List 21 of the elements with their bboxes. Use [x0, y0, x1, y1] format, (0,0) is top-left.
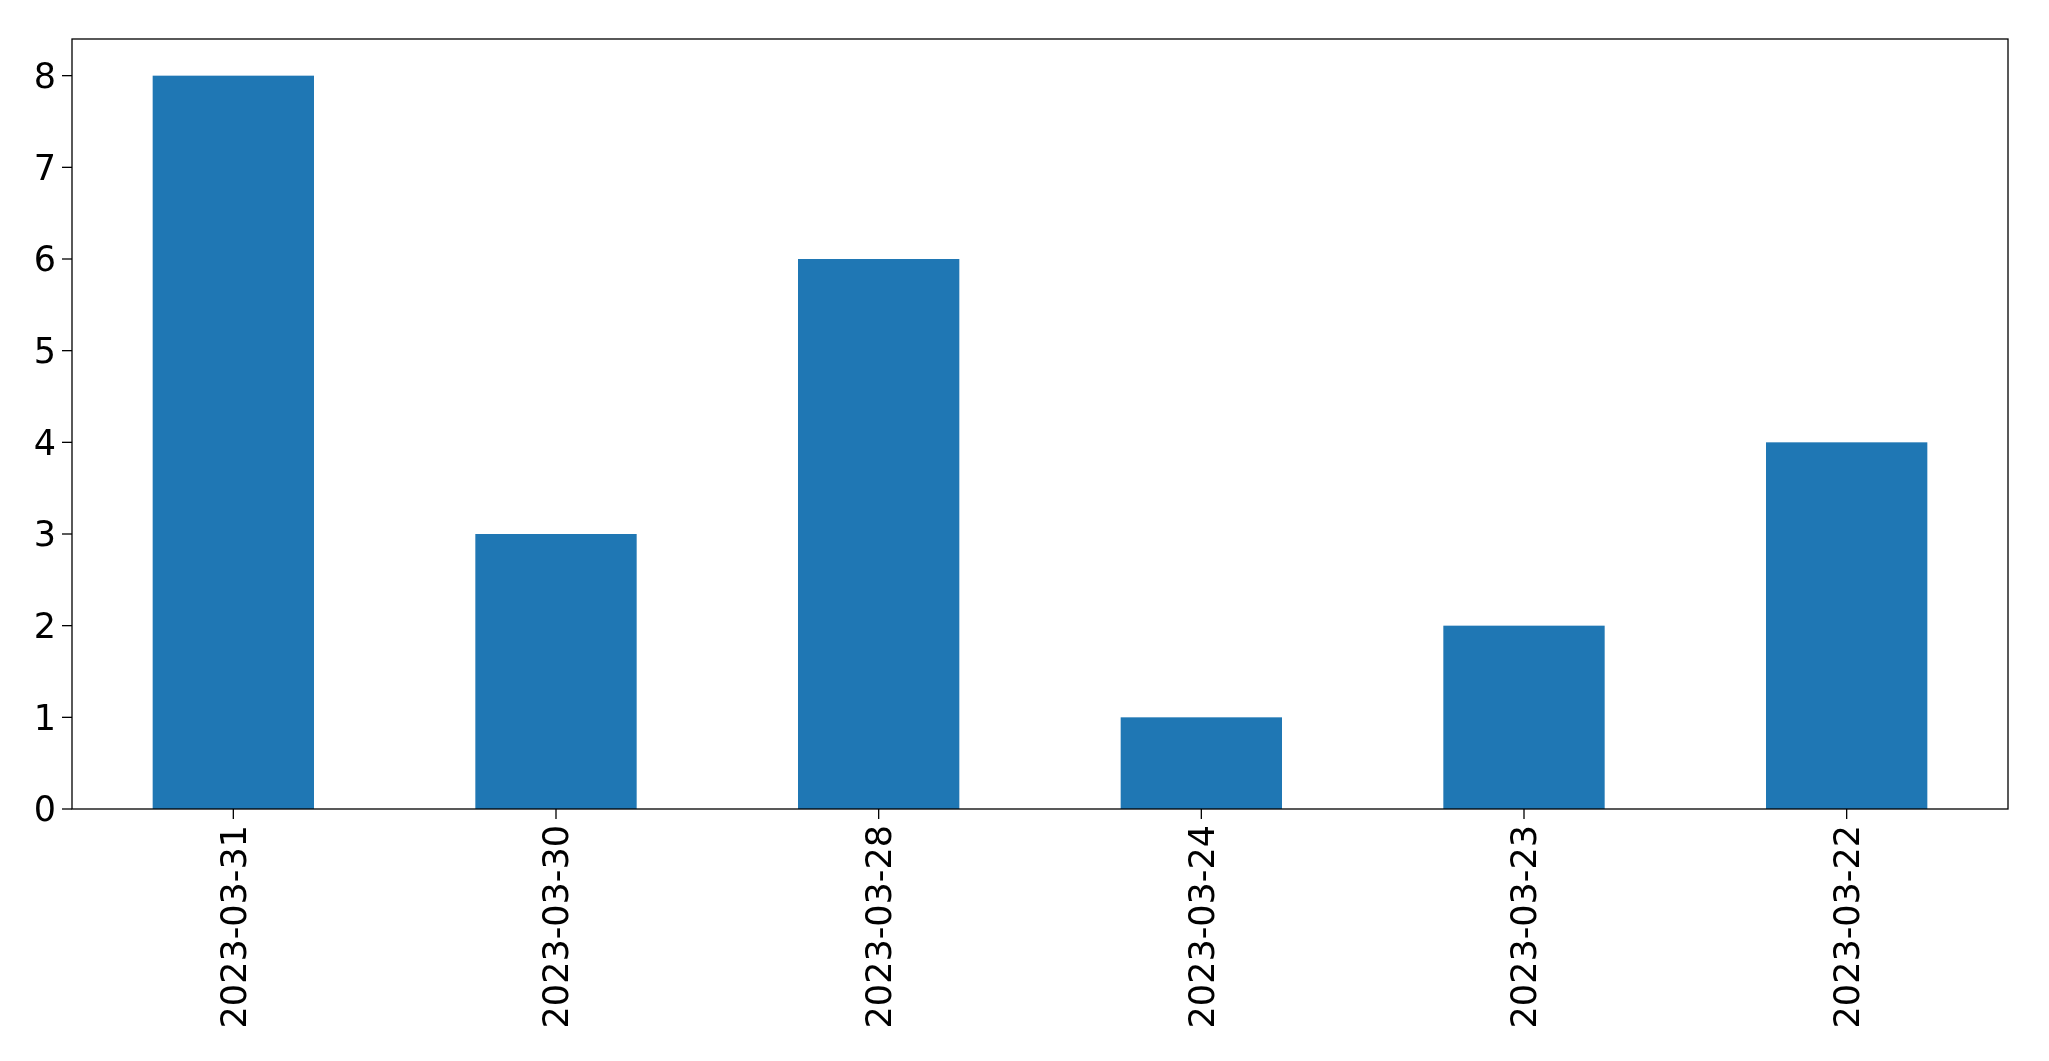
- bar: [798, 259, 960, 809]
- y-tick-label: 3: [33, 514, 56, 555]
- bar: [1766, 442, 1928, 809]
- y-tick-label: 8: [33, 55, 56, 96]
- x-tick-label: 2023-03-31: [213, 825, 254, 1029]
- x-tick-label: 2023-03-30: [536, 825, 577, 1029]
- x-tick-label: 2023-03-28: [858, 825, 899, 1029]
- x-tick-label: 2023-03-24: [1181, 825, 1222, 1029]
- y-tick-label: 4: [33, 422, 56, 463]
- bar: [475, 534, 637, 809]
- y-tick-label: 6: [33, 239, 56, 280]
- y-tick-label: 2: [33, 605, 56, 646]
- x-tick-label: 2023-03-22: [1826, 825, 1867, 1029]
- y-tick-label: 1: [33, 697, 56, 738]
- bar: [1443, 625, 1605, 809]
- bar: [1120, 717, 1282, 809]
- y-tick-label: 7: [33, 147, 56, 188]
- y-tick-label: 5: [33, 330, 56, 371]
- y-tick-label: 0: [33, 789, 56, 830]
- bar: [152, 75, 314, 809]
- x-tick-label: 2023-03-23: [1504, 825, 1545, 1029]
